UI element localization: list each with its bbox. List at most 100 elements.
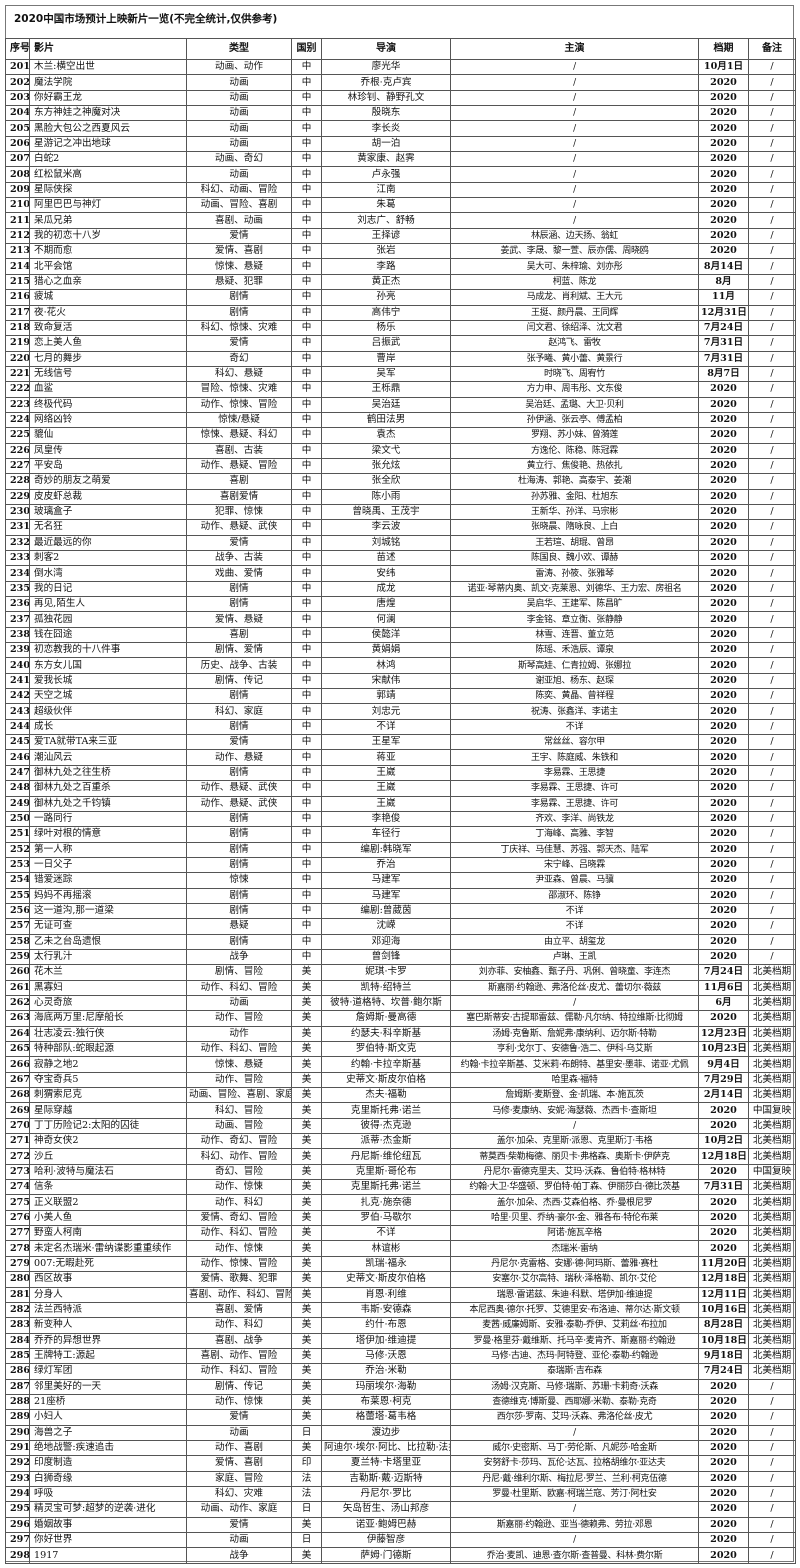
cell-release: 2020: [698, 1516, 749, 1534]
table-row: 295 精灵宝可梦:超梦的逆袭·进化 动画、动作、家庭日矢岛哲生、汤山邦彦/2020…: [5, 1501, 796, 1518]
cell-film: 致命复活: [29, 319, 187, 337]
cell-genre: 剧情: [186, 856, 292, 874]
cell-country: 美: [291, 1317, 322, 1334]
table-row: 233 刺客2 战争、古装中苗述 陈国良、魏小欢、谭赫 2020/: [5, 549, 796, 567]
cell-director: 何澜: [321, 611, 451, 628]
cell-film: 海兽之子: [29, 1424, 187, 1441]
table-row: 223 终极代码 动作、惊悚、冒险中吴治廷 吴治廷、孟璐、大卫·贝利 2020/: [5, 396, 796, 413]
cell-no: 224: [5, 411, 30, 429]
cell-genre: 动作、悬疑、武侠: [186, 780, 292, 797]
cell-release: 2020: [698, 657, 749, 674]
cell-no: 266: [5, 1056, 30, 1073]
cell-cast: 由立平、胡玺龙: [450, 933, 699, 950]
cell-country: 中: [291, 902, 322, 920]
cell-director: 高伟宁: [321, 304, 451, 321]
cell-country: 美: [291, 1378, 322, 1395]
cell-cast: 哈里·贝里、乔纳·豪尔-金、雅各布·特伦布莱: [450, 1209, 699, 1227]
cell-country: 美: [291, 1409, 322, 1426]
cell-genre: 剧情: [186, 304, 292, 321]
cell-cast: 塞巴斯蒂安·古提耶雷兹、儒勒·凡尔纳、特拉维斯·比彻姆: [450, 1010, 699, 1027]
cell-no: 238: [5, 626, 30, 644]
cell-no: 287: [5, 1378, 30, 1395]
cell-country: 中: [291, 166, 322, 183]
cell-genre: 爱情: [186, 1409, 292, 1426]
cell-release: 2020: [698, 780, 749, 797]
cell-no: 245: [5, 734, 30, 751]
cell-genre: 动作、科幻: [186, 1194, 292, 1211]
cell-note: /: [748, 1470, 796, 1487]
cell-release: 2020: [698, 826, 749, 843]
cell-note: 北美档期: [748, 1286, 796, 1303]
table-row: 228 奇妙的朋友之萌爱 喜剧中张全欣 杜海涛、郭艳、高泰宇、姜潮 2020/: [5, 473, 796, 490]
cell-no: 255: [5, 887, 30, 904]
cell-country: 中: [291, 626, 322, 644]
cell-film: 007:无暇赴死: [29, 1255, 187, 1273]
table-row: 235 我的日记 剧情中成龙 诺亚·琴蒂内奥、凯文·克莱恩、刘德华、王力宏、房祖名 20…: [5, 580, 796, 598]
cell-director: 胡一泊: [321, 135, 451, 153]
table-row: 203 你好霸王龙 动画中林珍钊、静野孔文/2020/: [5, 89, 796, 107]
cell-country: 中: [291, 549, 322, 567]
cell-release: 2020: [698, 1209, 749, 1227]
cell-film: 沙丘: [29, 1148, 187, 1165]
cell-director: 张允炫: [321, 457, 451, 475]
table-row: 212 我的初恋十八岁 爱情中王择谚 林辰涵、边天扬、翁虹 2020/: [5, 227, 796, 245]
cell-note: /: [748, 688, 796, 705]
cell-genre: 喜剧: [186, 473, 292, 490]
cell-no: 295: [5, 1501, 30, 1518]
cell-note: /: [748, 289, 796, 306]
cell-note: /: [748, 273, 796, 291]
table-row: 221 无线信号 科幻、悬疑中吴军 时晓飞、周宥竹 8月7日 /: [5, 365, 796, 383]
cell-cast: 王挺、颜丹晨、王同辉: [450, 304, 699, 321]
cell-film: 猎心之血亲: [29, 273, 187, 291]
table-row: 242 天空之城 剧情中郭靖 陈奕、黄晶、曾祥程 2020/: [5, 688, 796, 705]
table-row: 283 新变种人 动作、科幻美约什·布恩 麦茜·威廉姆斯、安雅·泰勒-乔伊、艾莉丝·布…: [5, 1317, 796, 1334]
cell-film: 网络凶铃: [29, 411, 187, 429]
cell-director: 布莱恩·柯克: [321, 1393, 451, 1411]
cell-cast: 常丝丝、容尔甲: [450, 734, 699, 751]
cell-country: 中: [291, 473, 322, 490]
cell-country: 中: [291, 795, 322, 812]
cell-country: 中: [291, 780, 322, 797]
cell-director: 王崴: [321, 764, 451, 782]
cell-genre: 剧情: [186, 810, 292, 828]
cell-no: 279: [5, 1255, 30, 1273]
header-film: 影片: [29, 38, 187, 60]
cell-cast: 王宇、陈庭威、朱铁和: [450, 749, 699, 766]
cell-director: 林谊彬: [321, 1240, 451, 1257]
cell-no: 222: [5, 381, 30, 398]
cell-cast: 丹尼尔·克雷格、安娜·德·阿玛斯、蕾雅·赛杜: [450, 1255, 699, 1273]
cell-note: 北美档期: [748, 1240, 796, 1257]
cell-genre: 喜剧、动画: [186, 212, 292, 229]
cell-release: 12月31日: [698, 304, 749, 321]
table-row: 263 海底两万里:尼摩船长 动作、冒险美詹姆斯·曼高德 塞巴斯蒂安·古提耶雷兹、儒勒…: [5, 1010, 796, 1027]
cell-no: 250: [5, 810, 30, 828]
cell-note: /: [748, 381, 796, 398]
header-no: 序号: [5, 38, 30, 60]
cell-no: 214: [5, 258, 30, 275]
cell-genre: 动作: [186, 1025, 292, 1043]
cell-no: 271: [5, 1133, 30, 1150]
cell-cast: /: [450, 89, 699, 107]
cell-country: 美: [291, 1363, 322, 1380]
cell-film: 你好世界: [29, 1531, 187, 1549]
cell-country: 美: [291, 1133, 322, 1150]
cell-no: 294: [5, 1485, 30, 1503]
cell-director: 刘忠元: [321, 703, 451, 720]
cell-genre: 科幻、动画、冒险: [186, 181, 292, 199]
cell-film: 这一道沟,那一道梁: [29, 902, 187, 920]
cell-release: 2月14日: [698, 1087, 749, 1104]
table-row: 211 呆瓜兄弟 喜剧、动画中刘志广、舒畅/2020/: [5, 212, 796, 229]
cell-country: 中: [291, 488, 322, 505]
cell-cast: 尹亚森、曾晨、马骥: [450, 872, 699, 889]
cell-release: 2020: [698, 933, 749, 950]
table-row: 261 黑寡妇 动作、科幻、冒险美凯特·绍特兰 斯嘉丽·约翰逊、弗洛伦丝·皮尤、蕾切尔…: [5, 979, 796, 996]
cell-film: 钱在囧途: [29, 626, 187, 644]
cell-cast: 乔治·麦凯、迪恩·查尔斯·查普曼、科林·费尔斯: [450, 1547, 699, 1564]
cell-cast: 马修·麦康纳、安妮·海瑟薇、杰西卡·查斯坦: [450, 1102, 699, 1119]
cell-note: /: [748, 596, 796, 613]
cell-note: /: [748, 902, 796, 920]
cell-country: 中: [291, 534, 322, 552]
cell-release: 11月: [698, 289, 749, 306]
cell-director: 吴治廷: [321, 396, 451, 413]
cell-no: 253: [5, 856, 30, 874]
